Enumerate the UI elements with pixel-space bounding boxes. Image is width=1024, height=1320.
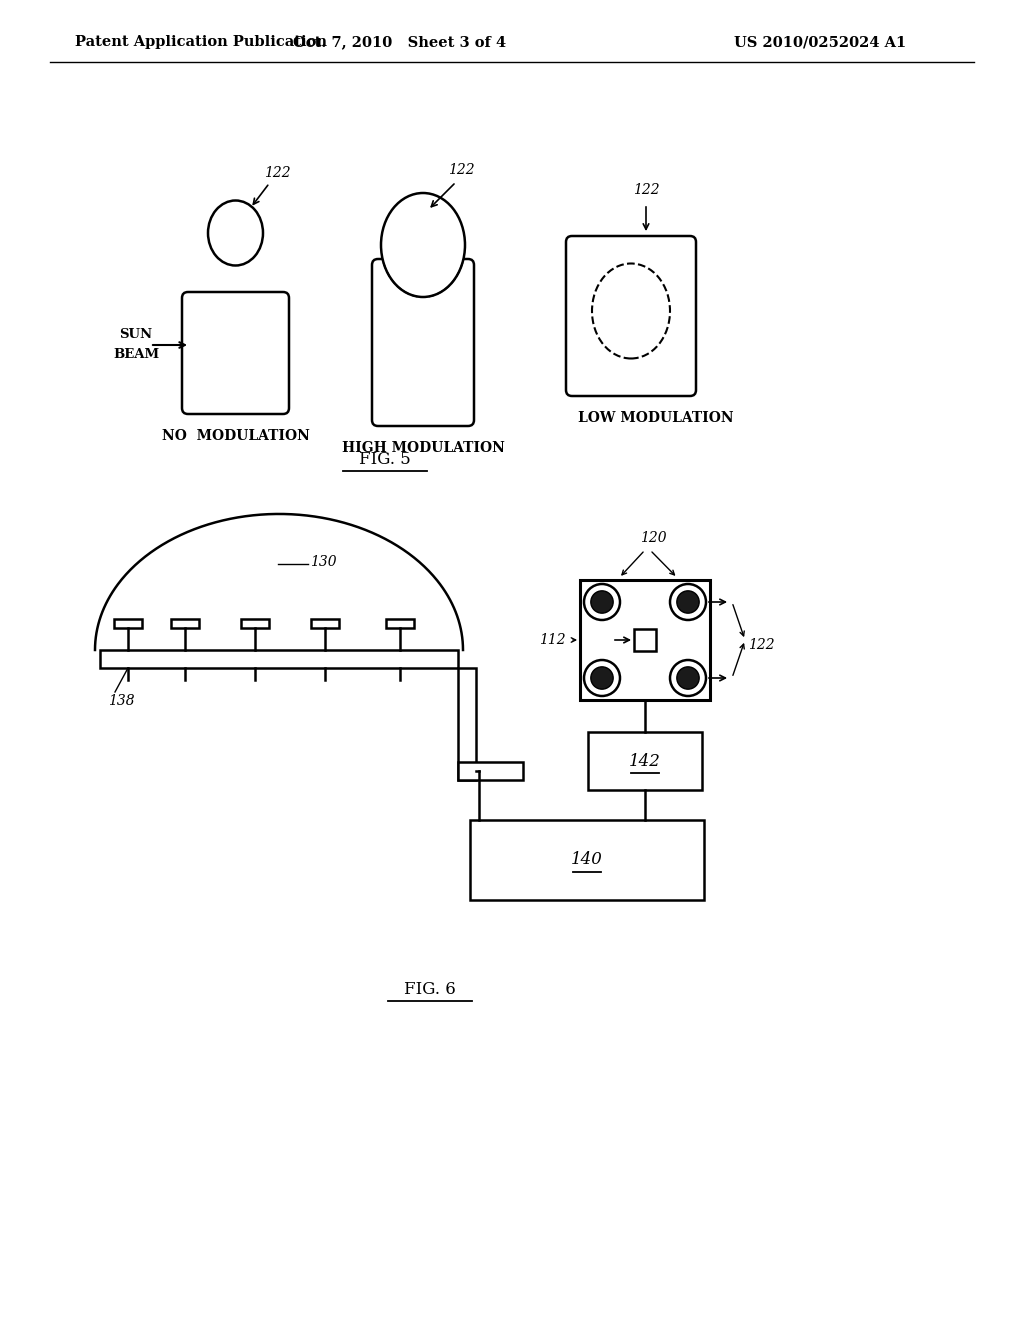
Circle shape	[591, 591, 613, 614]
Bar	[458, 668, 476, 780]
Text: 142: 142	[629, 752, 660, 770]
Circle shape	[584, 583, 620, 620]
Circle shape	[677, 591, 699, 614]
Circle shape	[584, 660, 620, 696]
Bar	[311, 619, 339, 628]
Bar	[580, 579, 710, 700]
Bar	[100, 649, 458, 668]
Text: 120: 120	[640, 531, 667, 545]
Text: 122: 122	[264, 166, 291, 180]
Bar	[241, 619, 269, 628]
Ellipse shape	[208, 201, 263, 265]
Ellipse shape	[592, 264, 670, 359]
Bar	[380, 263, 466, 294]
Circle shape	[591, 667, 613, 689]
FancyBboxPatch shape	[372, 259, 474, 426]
FancyBboxPatch shape	[182, 292, 289, 414]
Circle shape	[670, 583, 706, 620]
Text: NO  MODULATION: NO MODULATION	[162, 429, 309, 444]
Bar	[470, 820, 705, 900]
Text: HIGH MODULATION: HIGH MODULATION	[342, 441, 505, 455]
Text: 122: 122	[748, 638, 774, 652]
Text: SUN: SUN	[120, 329, 153, 342]
Circle shape	[677, 667, 699, 689]
Bar	[634, 630, 656, 651]
Bar	[114, 619, 142, 628]
Text: 138: 138	[108, 694, 134, 708]
FancyBboxPatch shape	[566, 236, 696, 396]
Text: FIG. 5: FIG. 5	[359, 451, 411, 469]
Text: Patent Application Publication: Patent Application Publication	[75, 36, 327, 49]
Text: 112: 112	[540, 634, 566, 647]
Text: LOW MODULATION: LOW MODULATION	[579, 411, 734, 425]
Text: Oct. 7, 2010   Sheet 3 of 4: Oct. 7, 2010 Sheet 3 of 4	[294, 36, 507, 49]
Text: 130: 130	[310, 554, 337, 569]
Text: BEAM: BEAM	[113, 348, 159, 362]
Text: FIG. 6: FIG. 6	[404, 982, 456, 998]
Text: 122: 122	[447, 162, 474, 177]
Ellipse shape	[381, 193, 465, 297]
Bar	[588, 733, 702, 789]
Text: 140: 140	[571, 851, 603, 869]
Bar	[386, 619, 414, 628]
Circle shape	[670, 660, 706, 696]
Bar	[171, 619, 199, 628]
Bar	[458, 762, 523, 780]
Text: US 2010/0252024 A1: US 2010/0252024 A1	[734, 36, 906, 49]
Text: 122: 122	[633, 183, 659, 197]
